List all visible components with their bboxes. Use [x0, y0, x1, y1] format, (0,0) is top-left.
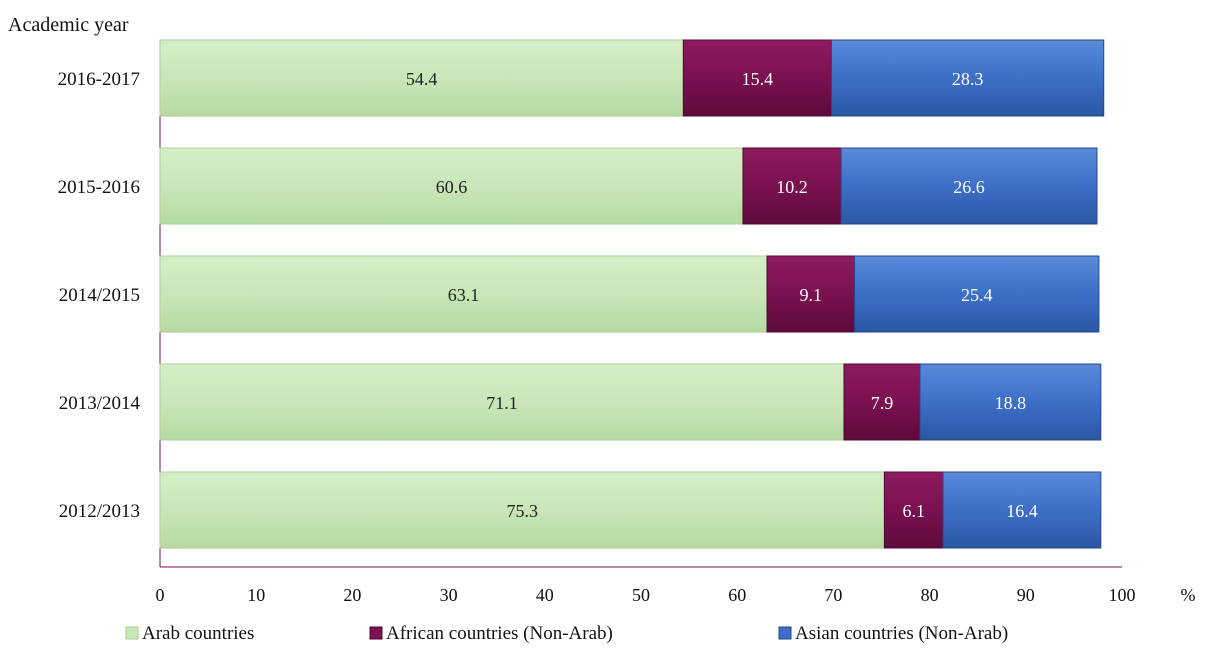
data-label: 6.1 — [902, 501, 925, 521]
bars-group: 54.4 15.4 28.3 60.6 10.2 26.6 63.1 9.1 25.4 71.1 7… — [159, 39, 1105, 549]
category-label: 2012/2013 — [59, 501, 140, 522]
legend-label: Asian countries (Non-Arab) — [795, 623, 1008, 644]
x-tick-label: 0 — [156, 585, 165, 605]
x-tick-label: 80 — [921, 585, 939, 605]
bar-segment — [919, 363, 1102, 441]
bar-segment — [854, 255, 1100, 333]
x-tick-label: 40 — [536, 585, 554, 605]
bar-segment — [159, 147, 744, 225]
data-label: 9.1 — [800, 285, 823, 305]
legend-swatch — [125, 626, 139, 640]
x-tick-label: 90 — [1017, 585, 1035, 605]
x-tick-label: 10 — [247, 585, 265, 605]
legend-label: African countries (Non-Arab) — [386, 623, 613, 644]
data-label: 15.4 — [742, 69, 774, 89]
x-tick-label: 60 — [728, 585, 746, 605]
bar-segment — [830, 39, 1105, 117]
legend: Arab countries African countries (Non-Ara… — [125, 623, 1008, 644]
data-label: 60.6 — [436, 177, 468, 197]
data-label: 63.1 — [448, 285, 480, 305]
legend-label: Arab countries — [142, 623, 254, 644]
bar-segment — [942, 471, 1102, 549]
x-tick-label: 70 — [824, 585, 842, 605]
x-axis-unit: % — [1181, 585, 1196, 605]
bar-segment — [843, 363, 921, 441]
data-label: 26.6 — [953, 177, 985, 197]
data-label: 25.4 — [961, 285, 993, 305]
category-label: 2013/2014 — [59, 393, 141, 414]
category-label: 2015-2016 — [58, 177, 140, 198]
category-label: 2014/2015 — [59, 285, 140, 306]
bar-segment — [766, 255, 856, 333]
data-label: 71.1 — [486, 393, 518, 413]
data-label: 18.8 — [995, 393, 1027, 413]
bar-segment — [159, 363, 845, 441]
category-label: 2016-2017 — [58, 69, 140, 90]
legend-swatch — [369, 626, 383, 640]
bar-segment — [682, 39, 832, 117]
x-tick-label: 20 — [343, 585, 361, 605]
data-label: 75.3 — [506, 501, 538, 521]
category-labels: 2016-2017 2015-2016 2014/2015 2013/2014 2012… — [58, 69, 141, 522]
x-tick-labels: 0 10 20 30 40 50 60 70 80 90 100 — [156, 585, 1136, 605]
x-tick-label: 100 — [1109, 585, 1136, 605]
data-label: 10.2 — [776, 177, 808, 197]
bar-segment — [159, 471, 885, 549]
legend-swatch — [778, 626, 792, 640]
bar-segment — [883, 471, 944, 549]
x-tick-label: 50 — [632, 585, 650, 605]
y-axis-title: Academic year — [8, 14, 129, 36]
data-label: 16.4 — [1006, 501, 1038, 521]
data-label: 28.3 — [952, 69, 984, 89]
bar-segment — [840, 147, 1098, 225]
x-tick-label: 30 — [440, 585, 458, 605]
bar-segment — [159, 255, 768, 333]
bar-segment — [159, 39, 684, 117]
data-label: 7.9 — [871, 393, 894, 413]
data-label: 54.4 — [406, 69, 438, 89]
